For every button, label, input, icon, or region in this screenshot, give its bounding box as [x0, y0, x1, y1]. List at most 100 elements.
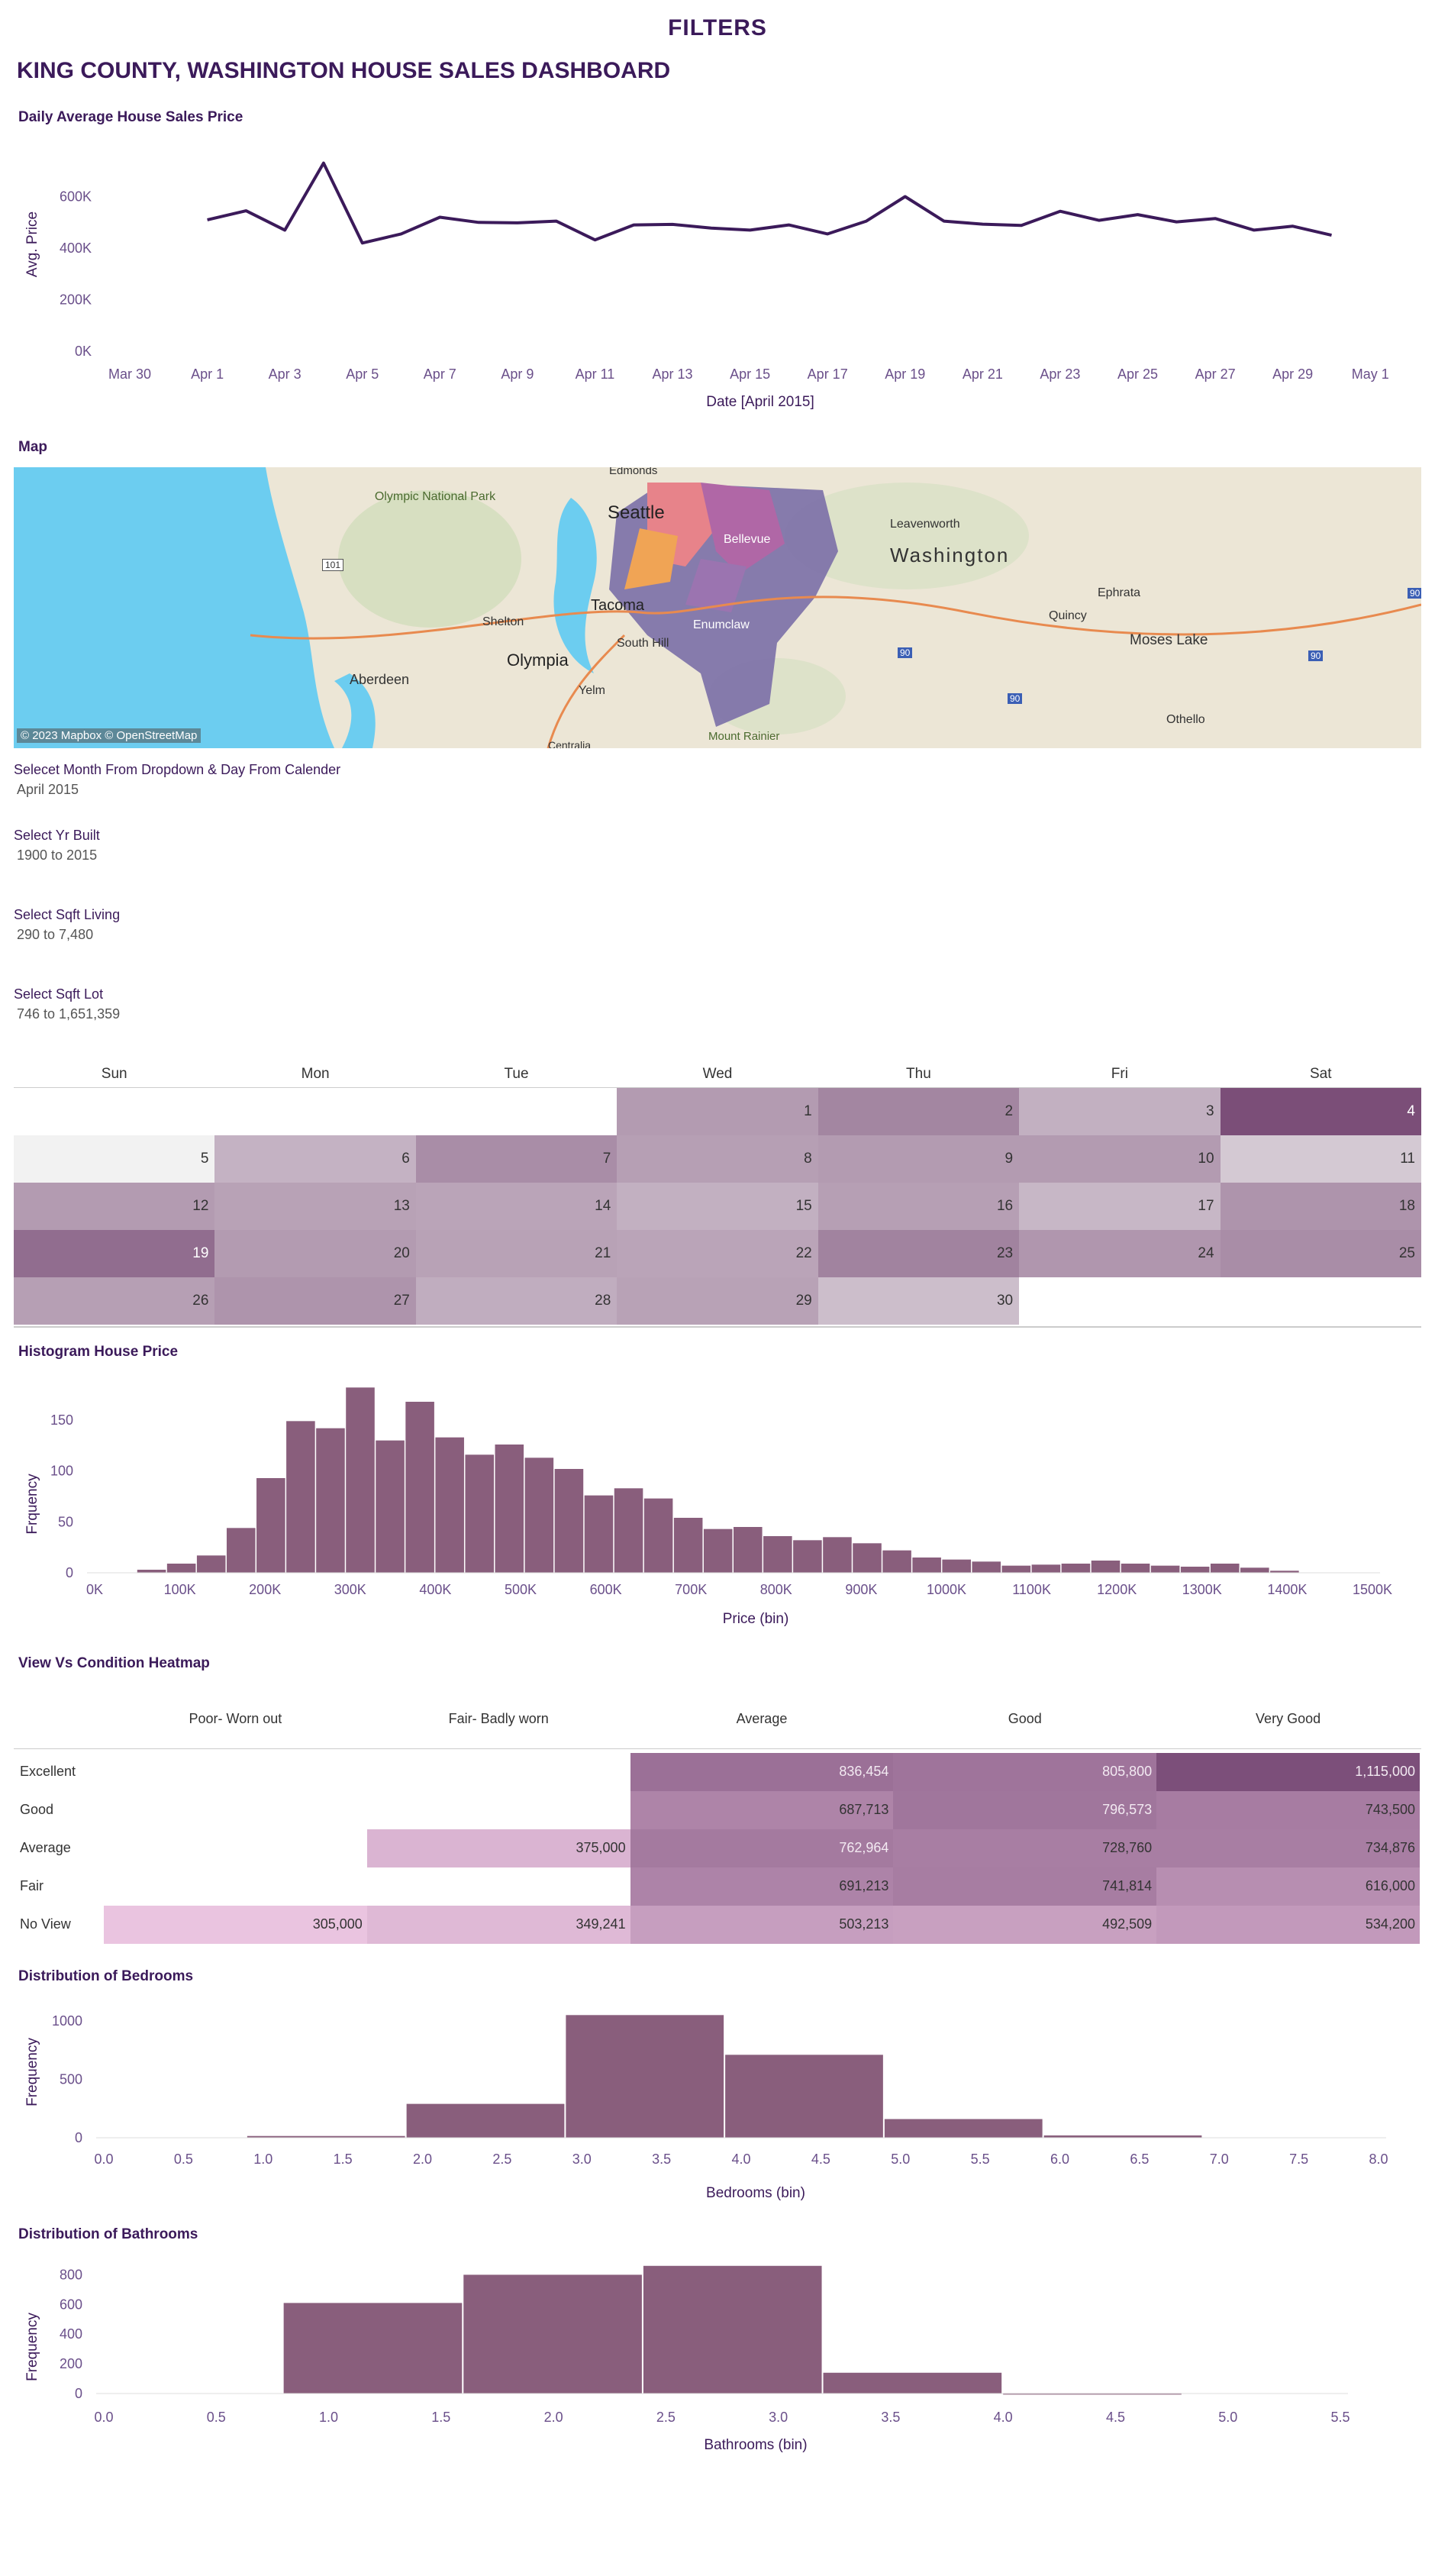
calendar-day-cell[interactable]: 6 — [214, 1135, 416, 1183]
price-bin-bar[interactable] — [734, 1527, 763, 1573]
calendar-day-cell[interactable]: 16 — [817, 1183, 1020, 1230]
calendar-day-cell[interactable]: 2 — [817, 1088, 1020, 1135]
calendar-day-cell[interactable]: 20 — [214, 1230, 416, 1277]
calendar-day-cell[interactable]: 3 — [1019, 1088, 1221, 1135]
price-bin-bar[interactable] — [495, 1445, 524, 1573]
calendar-day-cell[interactable]: 9 — [817, 1135, 1020, 1183]
calendar-day-cell[interactable]: 17 — [1019, 1183, 1221, 1230]
calendar-day-cell[interactable]: 24 — [1019, 1230, 1221, 1277]
calendar-day-cell[interactable]: 11 — [1220, 1135, 1421, 1183]
price-bin-bar[interactable] — [226, 1528, 256, 1573]
price-bin-bar[interactable] — [137, 1570, 166, 1573]
price-bin-bar[interactable] — [524, 1457, 554, 1573]
heatmap-cell[interactable]: 836,454 — [630, 1753, 894, 1791]
price-bin-bar[interactable] — [316, 1428, 345, 1573]
price-bin-bar[interactable] — [1240, 1567, 1269, 1573]
heatmap-cell[interactable]: 741,814 — [893, 1867, 1157, 1906]
bedrooms-bin-bar[interactable] — [406, 2103, 565, 2138]
price-bin-bar[interactable] — [1180, 1567, 1210, 1573]
calendar-day-cell[interactable]: 27 — [214, 1277, 416, 1325]
price-bin-bar[interactable] — [196, 1555, 226, 1573]
heatmap-cell[interactable]: 691,213 — [630, 1867, 894, 1906]
price-bin-bar[interactable] — [763, 1536, 792, 1573]
price-bin-bar[interactable] — [554, 1469, 584, 1573]
calendar-day-cell[interactable]: 25 — [1220, 1230, 1421, 1277]
price-bin-bar[interactable] — [256, 1478, 285, 1573]
price-bin-bar[interactable] — [1150, 1565, 1180, 1573]
calendar-day-cell[interactable]: 1 — [617, 1088, 818, 1135]
calendar-day-cell[interactable]: 26 — [14, 1277, 215, 1325]
price-bin-bar[interactable] — [465, 1454, 495, 1573]
calendar-day-cell[interactable]: 10 — [1019, 1135, 1221, 1183]
calendar-day-cell[interactable]: 8 — [617, 1135, 818, 1183]
price-bin-bar[interactable] — [823, 1537, 852, 1573]
price-bin-bar[interactable] — [1270, 1570, 1299, 1573]
heatmap-cell[interactable]: 805,800 — [893, 1753, 1157, 1791]
price-bin-bar[interactable] — [793, 1540, 822, 1573]
price-bin-bar[interactable] — [1091, 1561, 1121, 1573]
price-bin-bar[interactable] — [584, 1495, 614, 1573]
filter-yr-built-value[interactable]: 1900 to 2015 — [17, 847, 98, 863]
price-bin-bar[interactable] — [286, 1421, 315, 1573]
calendar-day-cell[interactable]: 7 — [415, 1135, 618, 1183]
price-bin-bar[interactable] — [614, 1488, 643, 1573]
heatmap-cell[interactable]: 734,876 — [1156, 1829, 1420, 1867]
price-bin-bar[interactable] — [1001, 1565, 1031, 1573]
heatmap-cell[interactable]: 687,713 — [630, 1791, 894, 1829]
calendar-day-cell[interactable]: 28 — [415, 1277, 618, 1325]
price-bin-bar[interactable] — [1210, 1564, 1240, 1573]
calendar-day-cell[interactable]: 13 — [214, 1183, 416, 1230]
heatmap-cell[interactable]: 305,000 — [104, 1906, 367, 1944]
calendar-day-cell[interactable]: 18 — [1220, 1183, 1421, 1230]
price-bin-bar[interactable] — [643, 1498, 673, 1573]
calendar-day-cell[interactable]: 22 — [617, 1230, 818, 1277]
price-bin-bar[interactable] — [942, 1559, 971, 1573]
heatmap-cell[interactable]: 796,573 — [893, 1791, 1157, 1829]
heatmap-cell[interactable]: 534,200 — [1156, 1906, 1420, 1944]
price-bin-bar[interactable] — [912, 1558, 941, 1573]
bedrooms-bin-bar[interactable] — [725, 2055, 883, 2138]
price-bin-bar[interactable] — [166, 1564, 196, 1573]
bathrooms-bin-bar[interactable] — [283, 2303, 463, 2394]
price-bin-bar[interactable] — [1061, 1564, 1091, 1573]
price-bin-bar[interactable] — [882, 1550, 911, 1573]
calendar-day-cell[interactable]: 5 — [14, 1135, 215, 1183]
filter-sqft-lot-value[interactable]: 746 to 1,651,359 — [17, 1006, 121, 1022]
calendar-day-cell[interactable]: 23 — [817, 1230, 1020, 1277]
heatmap-cell[interactable]: 375,000 — [366, 1829, 630, 1867]
price-bin-bar[interactable] — [972, 1561, 1001, 1573]
price-bin-bar[interactable] — [703, 1528, 733, 1573]
price-bin-bar[interactable] — [376, 1440, 405, 1573]
price-bin-bar[interactable] — [1121, 1564, 1150, 1573]
bedrooms-bin-bar[interactable] — [1043, 2135, 1202, 2138]
heatmap-cell[interactable]: 616,000 — [1156, 1867, 1420, 1906]
price-bin-bar[interactable] — [346, 1387, 375, 1573]
bedrooms-bin-bar[interactable] — [247, 2135, 405, 2138]
heatmap-cell[interactable]: 492,509 — [893, 1906, 1157, 1944]
calendar-day-cell[interactable]: 14 — [415, 1183, 618, 1230]
price-bin-bar[interactable] — [1031, 1564, 1061, 1573]
filter-month-value[interactable]: April 2015 — [17, 782, 79, 797]
calendar-day-cell[interactable]: 4 — [1220, 1088, 1421, 1135]
calendar-day-cell[interactable]: 15 — [617, 1183, 818, 1230]
heatmap-cell[interactable]: 349,241 — [366, 1906, 630, 1944]
filter-sqft-living-value[interactable]: 290 to 7,480 — [17, 927, 94, 942]
price-bin-bar[interactable] — [673, 1518, 703, 1573]
heatmap-cell[interactable]: 728,760 — [893, 1829, 1157, 1867]
calendar-day-cell[interactable]: 12 — [14, 1183, 215, 1230]
bathrooms-bin-bar[interactable] — [463, 2274, 642, 2394]
bedrooms-bin-bar[interactable] — [566, 2015, 724, 2138]
price-bin-bar[interactable] — [853, 1543, 882, 1573]
heatmap-cell[interactable]: 1,115,000 — [1156, 1753, 1420, 1791]
heatmap-cell[interactable]: 762,964 — [630, 1829, 894, 1867]
bedrooms-bin-bar[interactable] — [884, 2119, 1043, 2138]
price-bin-bar[interactable] — [405, 1402, 434, 1573]
heatmap-cell[interactable]: 503,213 — [630, 1906, 894, 1944]
calendar-day-cell[interactable]: 19 — [14, 1230, 215, 1277]
calendar-day-cell[interactable]: 29 — [617, 1277, 818, 1325]
heatmap-cell[interactable]: 743,500 — [1156, 1791, 1420, 1829]
king-county-map[interactable]: Edmonds Seattle Bellevue Olympic Nationa… — [14, 467, 1421, 748]
calendar-day-cell[interactable]: 21 — [415, 1230, 618, 1277]
price-bin-bar[interactable] — [435, 1437, 464, 1573]
calendar-day-cell[interactable]: 30 — [817, 1277, 1020, 1325]
